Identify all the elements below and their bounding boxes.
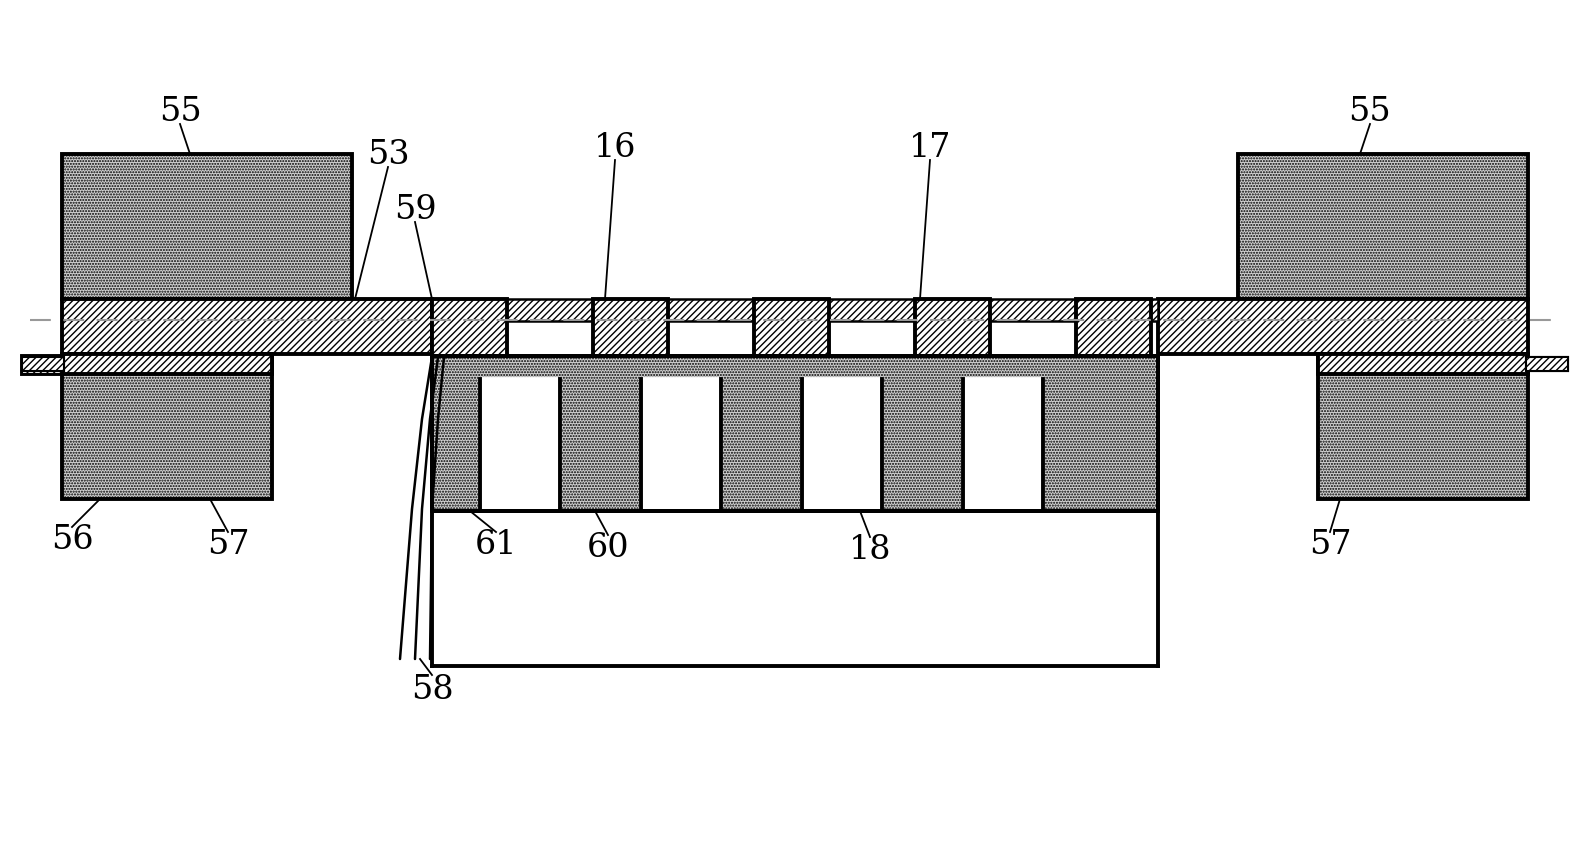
- Bar: [914, 299, 991, 357]
- Text: 59: 59: [394, 194, 436, 226]
- Text: 53: 53: [367, 139, 409, 171]
- Text: 55: 55: [159, 96, 202, 128]
- Bar: [1318, 355, 1528, 374]
- Text: 57: 57: [1309, 528, 1352, 560]
- Bar: [480, 380, 560, 512]
- Bar: [62, 299, 432, 355]
- Bar: [1076, 299, 1151, 357]
- Bar: [1526, 357, 1568, 372]
- Text: 57: 57: [207, 528, 250, 560]
- Bar: [1526, 357, 1568, 372]
- Bar: [1158, 299, 1528, 355]
- Bar: [641, 380, 720, 512]
- Bar: [22, 357, 64, 372]
- Bar: [1318, 355, 1528, 499]
- Bar: [62, 355, 272, 374]
- Text: 16: 16: [593, 132, 636, 164]
- Bar: [801, 380, 882, 512]
- Bar: [22, 357, 64, 372]
- Bar: [593, 299, 668, 357]
- Bar: [964, 380, 1043, 512]
- Text: 55: 55: [1348, 96, 1391, 128]
- Bar: [432, 357, 1158, 512]
- Bar: [22, 357, 62, 374]
- Bar: [62, 154, 351, 299]
- Bar: [432, 299, 1158, 322]
- Bar: [62, 355, 272, 499]
- Text: 60: 60: [587, 531, 630, 563]
- Bar: [432, 299, 507, 357]
- Bar: [22, 357, 62, 374]
- Bar: [754, 299, 828, 357]
- Bar: [1239, 154, 1528, 299]
- Text: 56: 56: [51, 524, 94, 555]
- Text: 58: 58: [410, 673, 453, 705]
- Text: 61: 61: [475, 528, 517, 560]
- Text: 18: 18: [849, 533, 892, 566]
- Text: 17: 17: [909, 132, 951, 164]
